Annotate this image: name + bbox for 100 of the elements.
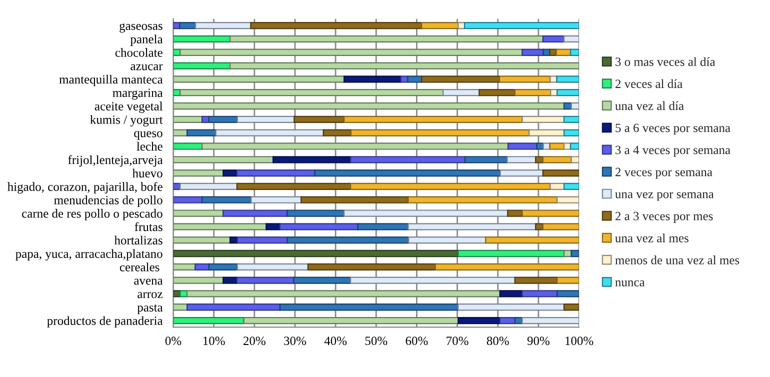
bar xyxy=(408,236,486,244)
y-tick-label: panela xyxy=(130,34,163,46)
bar xyxy=(570,102,580,110)
bar xyxy=(563,116,580,123)
legend-label: una vez por semana xyxy=(615,192,714,201)
legend-label: 3 o mas veces al día xyxy=(616,57,716,66)
x-tick-label: 40% xyxy=(324,336,347,346)
bar xyxy=(230,62,580,70)
bar xyxy=(408,223,536,230)
bar xyxy=(236,116,295,123)
bar xyxy=(522,48,544,56)
legend-label: 2 veces al día xyxy=(616,79,682,88)
legend-label: menos de una vez al mes xyxy=(615,256,740,264)
bar xyxy=(286,210,345,217)
bar xyxy=(314,169,501,177)
bar xyxy=(458,304,565,311)
bar xyxy=(550,182,565,190)
bar xyxy=(570,250,580,258)
bar xyxy=(243,316,459,324)
y-tick-label: cereales xyxy=(120,262,160,272)
x-tick-label: 90% xyxy=(527,336,550,346)
x-tick-label: 10% xyxy=(203,336,225,346)
bar xyxy=(549,142,565,150)
legend-label: una vez al mes xyxy=(615,234,688,242)
bar xyxy=(550,76,558,83)
bar xyxy=(464,22,580,30)
y-tick-label: gaseosas xyxy=(120,23,162,33)
bar xyxy=(563,304,580,311)
x-tick-label: 30% xyxy=(284,336,306,346)
x-tick-label: 60% xyxy=(406,336,428,346)
bar xyxy=(173,62,231,70)
bar xyxy=(522,290,558,298)
bar xyxy=(222,276,238,284)
bar xyxy=(499,316,516,324)
bar xyxy=(279,304,459,311)
y-tick-label: frutas xyxy=(134,222,162,232)
bar xyxy=(208,116,238,123)
legend-label: 2 a 3 veces por mes xyxy=(616,212,713,223)
legend-label: nunca xyxy=(615,280,645,286)
bar xyxy=(173,102,565,110)
bar xyxy=(173,250,459,258)
y-tick-label: productos de panaderia xyxy=(47,316,163,328)
bar xyxy=(208,263,238,270)
bar xyxy=(186,290,500,298)
y-tick-label: leche xyxy=(136,142,162,151)
bar xyxy=(522,316,580,324)
bar xyxy=(499,290,523,298)
y-tick-label: huevo xyxy=(132,168,162,178)
bar xyxy=(173,76,345,83)
bar xyxy=(236,169,316,177)
y-tick-label: chocolate xyxy=(115,48,162,57)
bar xyxy=(173,316,244,324)
bar xyxy=(173,116,203,123)
x-tick-label: 100% xyxy=(566,336,594,346)
bar xyxy=(173,263,196,270)
bar xyxy=(563,129,580,136)
bar xyxy=(563,182,580,190)
y-tick-label: pasta xyxy=(137,304,163,314)
bar xyxy=(202,142,509,150)
y-tick-label: menudencias de pollo xyxy=(54,196,162,207)
bar xyxy=(407,76,422,83)
x-tick-label: 80% xyxy=(486,336,509,346)
bar xyxy=(350,276,516,284)
bar xyxy=(195,22,252,30)
bar xyxy=(556,76,580,83)
y-tick-label: avena xyxy=(134,278,163,285)
bar xyxy=(173,304,188,311)
bar xyxy=(194,263,210,270)
bar xyxy=(556,89,580,96)
bar xyxy=(202,196,252,204)
bar xyxy=(236,263,309,270)
x-tick-label: 0% xyxy=(165,336,182,346)
bar xyxy=(173,210,224,217)
y-tick-label: higado, corazon, pajarilla, bofe xyxy=(7,182,162,194)
bar xyxy=(542,169,580,177)
bar xyxy=(230,35,544,43)
bar xyxy=(173,196,203,204)
bar xyxy=(442,89,480,96)
bar xyxy=(186,304,281,311)
bar xyxy=(186,129,216,136)
bar xyxy=(563,35,580,43)
bar xyxy=(173,129,188,136)
y-tick-label: margarina xyxy=(112,88,163,100)
bar xyxy=(266,223,281,230)
bar xyxy=(179,22,196,30)
bar xyxy=(173,223,267,230)
bar xyxy=(506,156,536,164)
y-tick-label: queso xyxy=(134,131,162,140)
bar xyxy=(180,290,188,298)
bar xyxy=(528,129,565,136)
bar xyxy=(556,196,580,204)
x-tick-label: 20% xyxy=(244,336,266,346)
y-tick-label: azucar xyxy=(130,64,163,70)
bar xyxy=(570,156,580,164)
bar xyxy=(250,196,302,204)
bar xyxy=(357,223,409,230)
y-tick-label: mantequilla manteca xyxy=(59,74,163,86)
y-tick-label: arroz xyxy=(138,292,162,298)
x-tick-label: 50% xyxy=(365,336,388,346)
bar xyxy=(215,129,324,136)
